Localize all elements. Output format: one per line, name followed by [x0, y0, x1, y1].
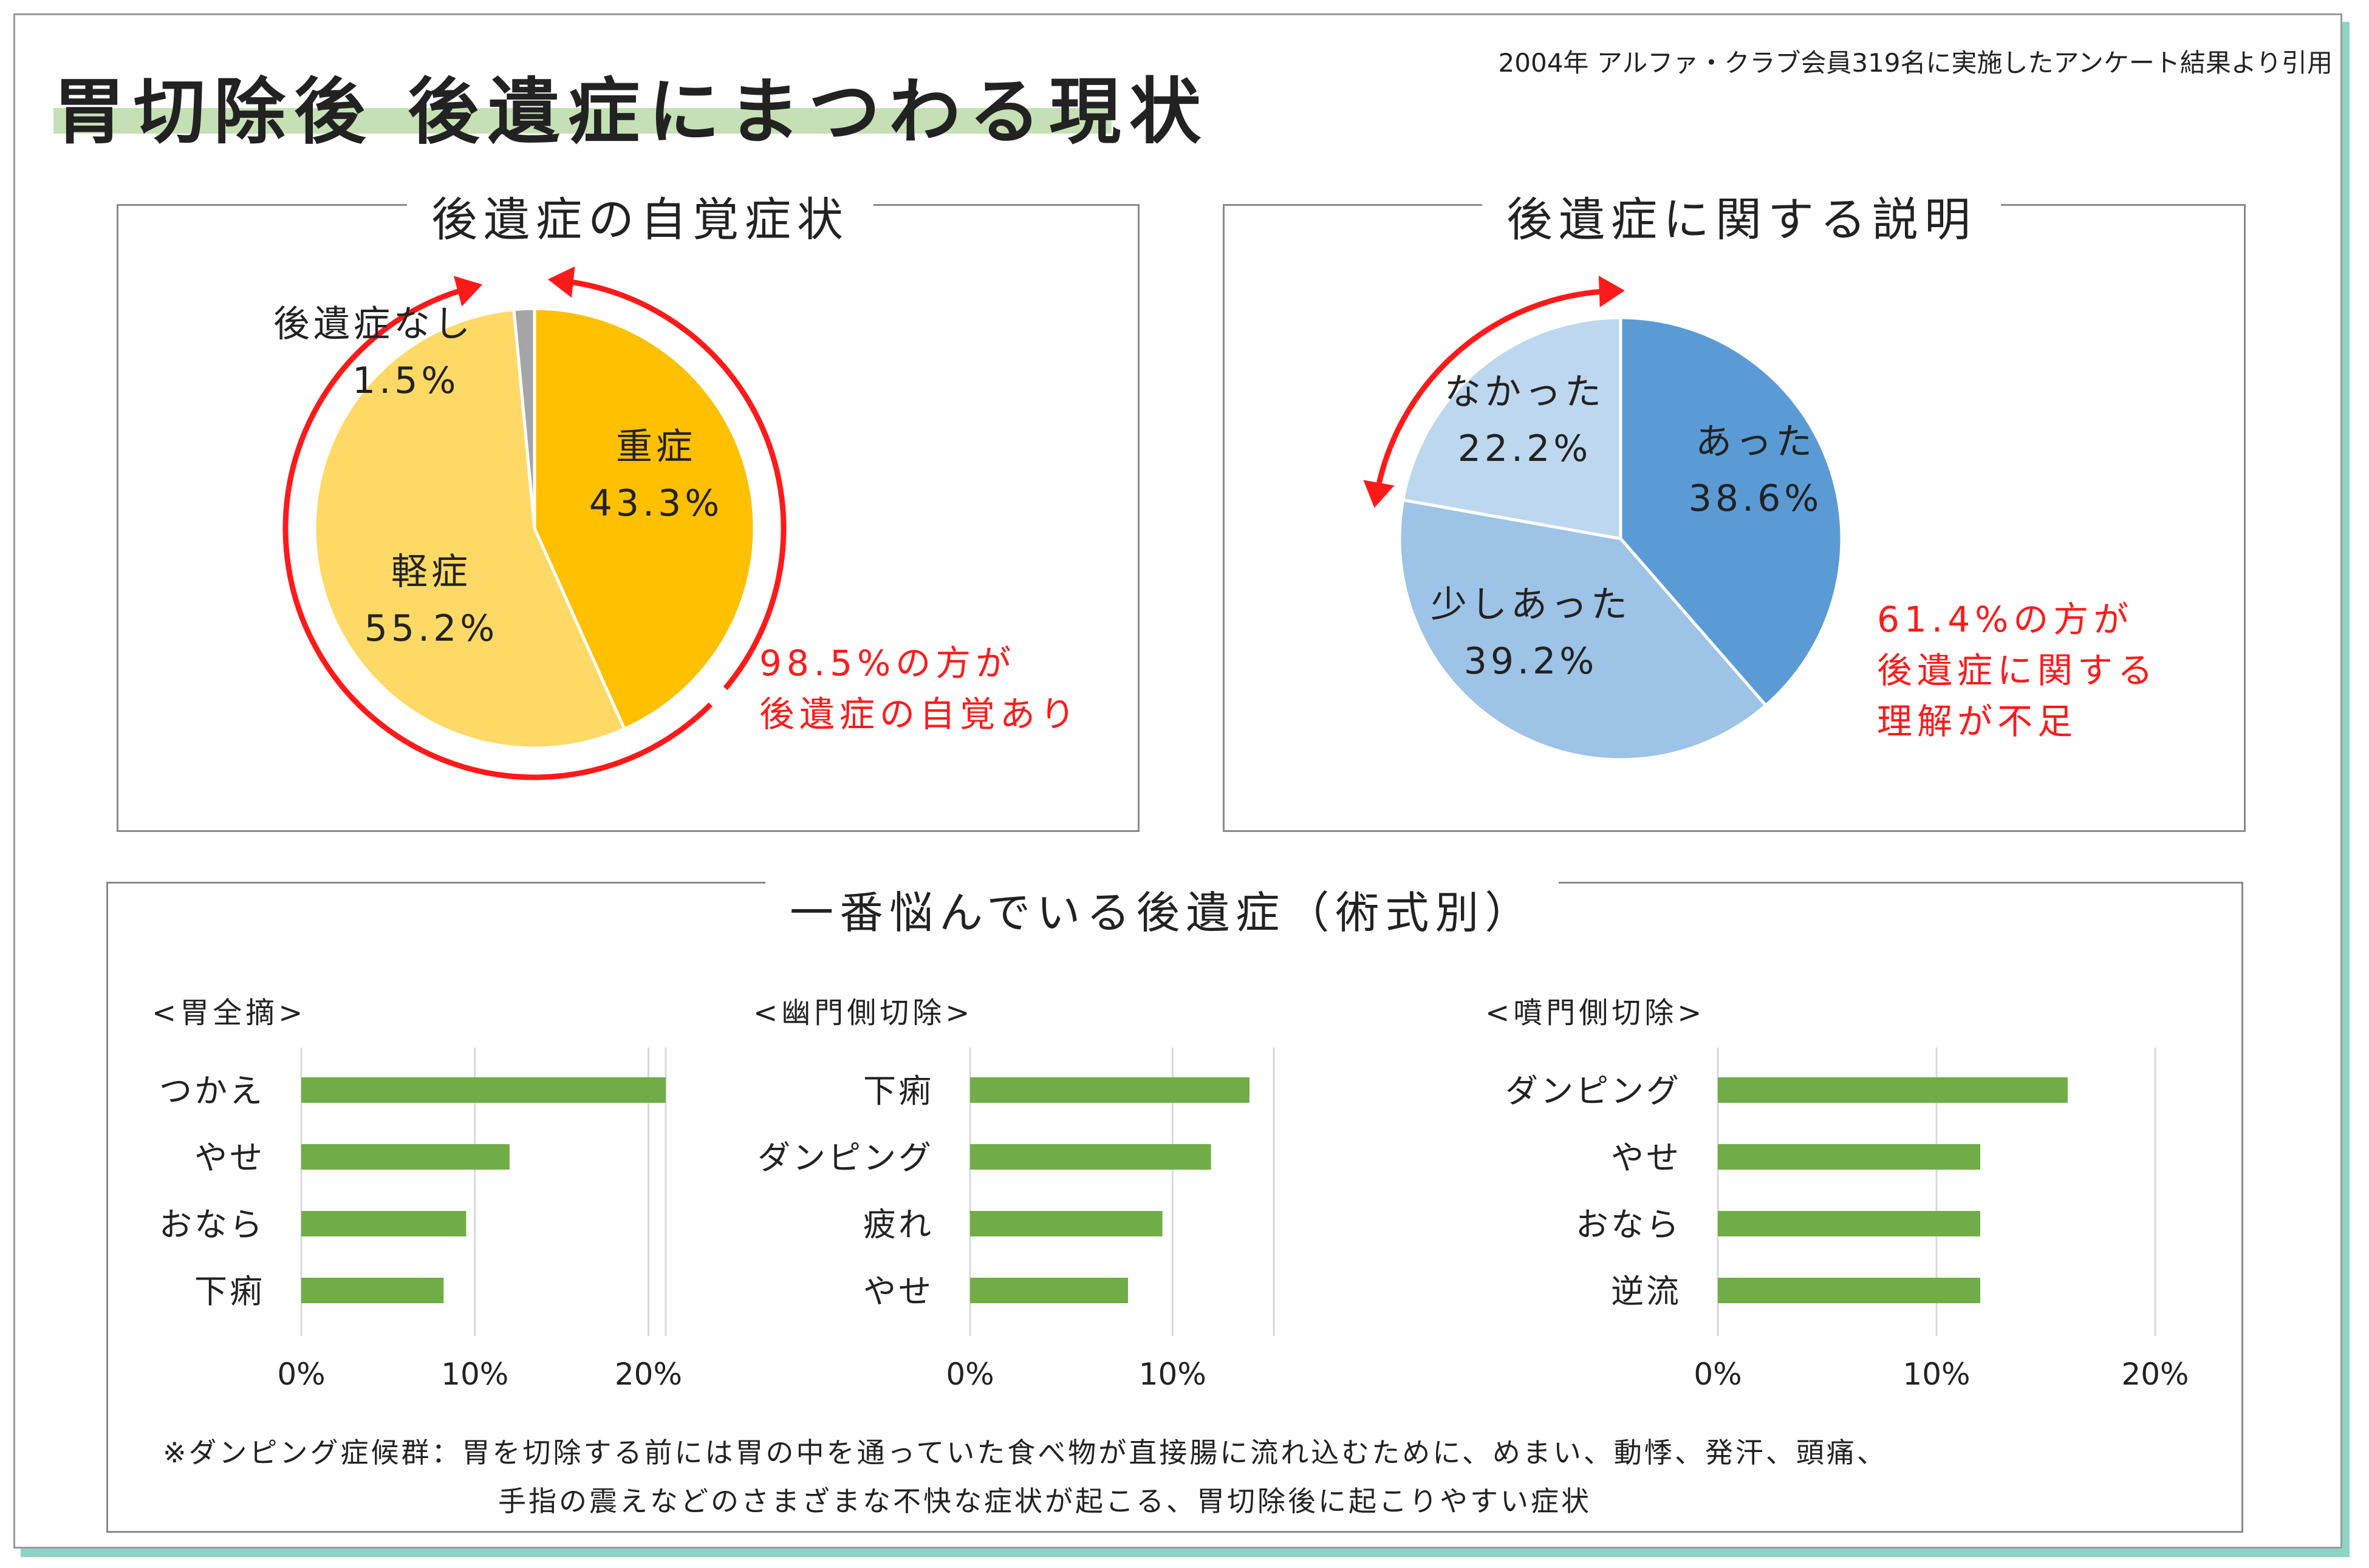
bar4-category-label-2: おなら	[1576, 1205, 1681, 1244]
pie2-arc-arrowhead	[1363, 480, 1395, 508]
bar3-category-label-0: 下痢	[863, 1072, 934, 1110]
pie2-annotation-line2: 後遺症に関する	[1877, 650, 2158, 692]
pie2-label-some: 少しあった 39.2%	[1421, 577, 1640, 690]
pie2-label-no-value: 22.2%	[1457, 428, 1592, 470]
pie1-label-none-value: 1.5%	[352, 360, 460, 402]
bar2-tick-label-0: 0%	[277, 1357, 325, 1392]
pie1-label-severe: 重症 43.3%	[559, 419, 753, 532]
bar3-category-label-3: やせ	[863, 1272, 934, 1311]
bar2-category-label-0: つかえ	[159, 1072, 265, 1110]
pie1-arc-right	[560, 278, 787, 690]
section-proximal-gastrectomy: <噴門側切除>	[1485, 996, 1706, 1030]
bar3-bar-2	[970, 1211, 1163, 1236]
pie2-annotation-line1: 61.4%の方が	[1877, 599, 2134, 640]
pie1-label-mild-value: 55.2%	[364, 607, 499, 650]
pie2-arc-arrowhead	[1598, 275, 1625, 307]
bar4-bar-1	[1718, 1144, 1980, 1170]
source-note: 2004年 アルファ・クラブ会員319名に実施したアンケート結果より引用	[1498, 48, 2333, 78]
dumping-note-line2: 手指の震えなどのさまざまな不快な症状が起こる、胃切除後に起こりやすい症状	[498, 1485, 1591, 1518]
section-total-gastrectomy: <胃全摘>	[152, 996, 307, 1030]
pie1-annotation: 98.5%の方が 後遺症の自覚あり	[759, 638, 1080, 740]
bar2-bar-2	[301, 1211, 467, 1236]
pie2-label-yes: あった 38.6%	[1658, 414, 1853, 527]
pie2-label-yes-value: 38.6%	[1688, 477, 1823, 520]
bar4-tick-label-0: 0%	[1694, 1357, 1742, 1392]
pie2-slice-1	[1398, 498, 1768, 762]
bar4-tick-label-1: 10%	[1902, 1357, 1970, 1392]
pie1-label-none: 後遺症なし 1.5%	[273, 296, 528, 409]
pie1-annotation-line1: 98.5%の方が	[759, 643, 1016, 684]
pie1-slice-1	[313, 307, 627, 750]
bar-panel	[106, 882, 2243, 1533]
pie2-slice-2	[1401, 316, 1622, 540]
bar4-bar-2	[1718, 1211, 1980, 1236]
bar-panel-title: 一番悩んでいる後遺症（術式別）	[765, 877, 1559, 941]
bar2-bar-0	[301, 1077, 666, 1103]
pie1-arc-left-arrowhead	[453, 276, 483, 307]
bar4-tick-label-2: 20%	[2121, 1357, 2189, 1392]
bar3-category-label-2: 疲れ	[863, 1205, 934, 1244]
page-title: 胃切除後 後遺症にまつわる現状	[53, 70, 1210, 154]
bar2-category-label-1: やせ	[194, 1139, 265, 1177]
bar3-tick-label-1: 10%	[1139, 1357, 1206, 1392]
pie1-label-mild-name: 軽症	[391, 551, 471, 593]
pie1-arc-right-arrowhead	[547, 266, 575, 298]
pie2-annotation-line3: 理解が不足	[1877, 701, 2078, 743]
bar4-category-label-1: やせ	[1611, 1139, 1681, 1177]
pie2-annotation: 61.4%の方が 後遺症に関する 理解が不足	[1877, 594, 2158, 747]
bar2-bar-3	[301, 1278, 444, 1303]
pie1-label-mild: 軽症 55.2%	[340, 544, 522, 657]
bar4-category-label-0: ダンピング	[1505, 1072, 1681, 1110]
bar2-category-label-2: おなら	[159, 1205, 265, 1244]
bar3-category-label-1: ダンピング	[757, 1139, 934, 1177]
title-underline	[53, 108, 1112, 134]
section-distal-gastrectomy: <幽門側切除>	[753, 996, 974, 1030]
pie2-title: 後遺症に関する説明	[1482, 182, 2001, 249]
pie1-annotation-line2: 後遺症の自覚あり	[759, 694, 1081, 735]
bar2-bar-1	[301, 1144, 510, 1170]
bar2-tick-label-1: 10%	[441, 1357, 508, 1392]
pie2-label-no: なかった 22.2%	[1421, 364, 1628, 477]
bar3-bar-1	[970, 1144, 1211, 1170]
pie1-label-none-name: 後遺症なし	[273, 303, 474, 346]
bar3-bar-0	[970, 1077, 1249, 1103]
pie2-label-some-name: 少しあった	[1431, 584, 1631, 626]
pie2-label-some-value: 39.2%	[1463, 640, 1598, 683]
pie1-slice-0	[533, 307, 756, 731]
pie1-arc-left	[282, 285, 713, 780]
pie1-slice-2	[512, 307, 536, 529]
bar4-bar-0	[1718, 1077, 2068, 1103]
pie1-title: 後遺症の自覚症状	[407, 182, 873, 249]
bar3-bar-3	[970, 1278, 1128, 1303]
dumping-note-line1: ※ダンピング症候群：胃を切除する前には胃の中を通っていた食べ物が直接腸に流れ込む…	[163, 1436, 1887, 1469]
bar4-bar-3	[1718, 1278, 1980, 1303]
bar2-category-label-3: 下痢	[194, 1272, 265, 1311]
pie2-label-no-name: なかった	[1444, 371, 1605, 414]
pie2-label-yes-name: あった	[1695, 421, 1816, 463]
bar2-tick-label-2: 20%	[615, 1357, 682, 1392]
bar4-category-label-3: 逆流	[1611, 1272, 1681, 1311]
pie1-label-severe-name: 重症	[616, 426, 696, 468]
pie2-arc	[1373, 288, 1612, 496]
bar3-tick-label-0: 0%	[946, 1357, 994, 1392]
pie2-slice-0	[1619, 316, 1844, 708]
pie1-label-severe-value: 43.3%	[589, 482, 723, 525]
